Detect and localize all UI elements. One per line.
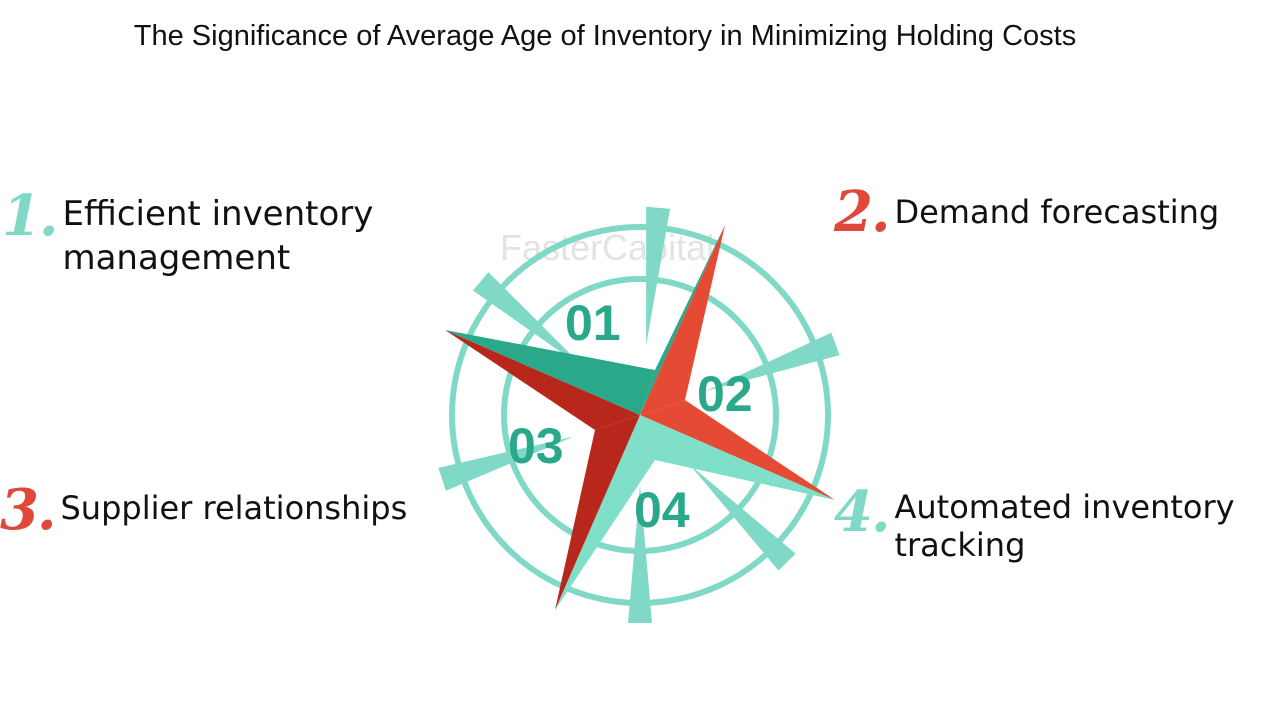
item-label: Efficient inventory management [62,194,374,278]
item-number: 2. [834,179,890,245]
list-item-efficient-inventory-management: 1. Efficient inventory management [2,188,373,280]
item-label: Automated inventory tracking [894,488,1235,564]
item-label: Supplier relationships [60,489,408,527]
star-arm-se-bottom [640,415,835,500]
star-arm-nw-top [445,330,655,415]
page-title: The Significance of Average Age of Inven… [133,20,1077,52]
list-item-demand-forecasting: 2. Demand forecasting [834,184,1219,240]
segment-label-02: 02 [697,366,753,422]
item-number: 4. [834,479,890,545]
star-arm-nw-bottom [445,330,640,430]
star-arm-sw-left [555,415,640,610]
list-item-supplier-relationships: 3. Supplier relationships [0,482,407,538]
item-number: 3. [0,477,56,543]
compass-spikes [438,206,840,623]
item-number: 1. [2,183,58,249]
segment-label-01: 01 [565,295,621,351]
star-arm-sw-right [555,415,655,610]
star-arm-ne-right [640,225,725,415]
segment-label-03: 03 [508,418,564,474]
list-item-automated-inventory-tracking: 4. Automated inventory tracking [834,484,1235,564]
segment-label-04: 04 [634,482,690,538]
compass-diagram: FasterCapital 01 02 03 04 [438,206,840,623]
star-arm-se-top [640,400,835,500]
item-label: Demand forecasting [894,193,1220,231]
